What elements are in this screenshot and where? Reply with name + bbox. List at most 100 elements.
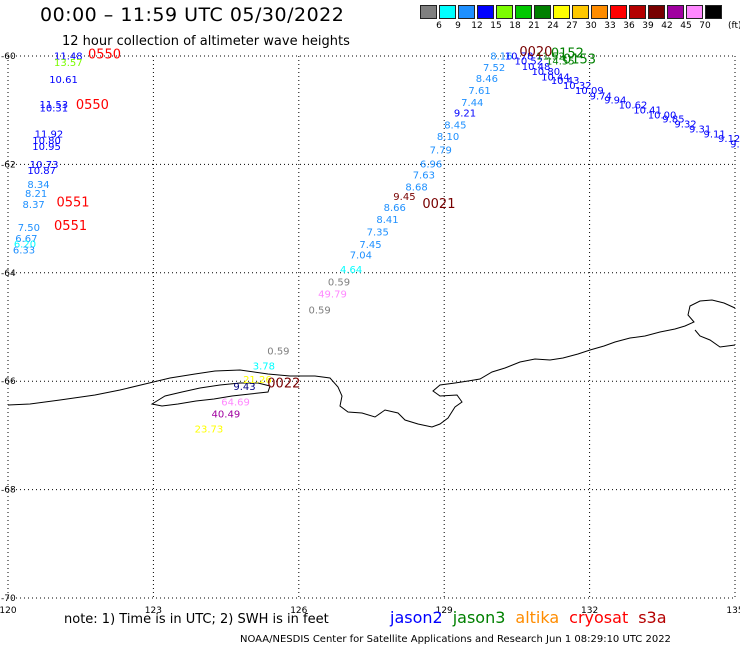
scale-swatch-24 [553, 5, 570, 19]
scale-swatch-36 [629, 5, 646, 19]
scale-swatch-70 [705, 5, 722, 19]
footnote: note: 1) Time is in UTC; 2) SWH is in fe… [64, 612, 329, 627]
wave-height-value: 7.63 [413, 170, 435, 181]
scale-swatch-39 [648, 5, 665, 19]
wave-height-value: 9.21 [454, 109, 476, 120]
scale-unit: (ft) [728, 21, 740, 31]
wave-height-value: 8.34 [27, 180, 49, 191]
wave-height-value: 10.43 [551, 76, 580, 87]
wave-height-value: 7.52 [483, 63, 505, 74]
scale-label: 21 [528, 21, 540, 31]
wave-height-value: 23.73 [195, 425, 224, 436]
wave-height-value: 10.80 [531, 67, 560, 78]
wave-height-value: 10.48 [522, 62, 551, 73]
scale-swatch-3 [420, 5, 437, 19]
wave-height-value: 9.31 [689, 124, 711, 135]
scale-label: 39 [642, 21, 654, 31]
wave-height-value: 8.41 [376, 215, 398, 226]
wave-height-value: 10.95 [32, 142, 61, 153]
pass-time-label: 0551 [56, 196, 89, 211]
pass-time-label: 0021 [422, 197, 455, 212]
scale-swatch-18 [515, 5, 532, 19]
wave-height-value: 10.78 [505, 51, 534, 62]
wave-height-value: 8.37 [23, 200, 45, 211]
wave-height-value: 0.59 [328, 277, 350, 288]
pass-time-label: 0550 [88, 48, 121, 63]
wave-height-value: 64.69 [221, 398, 250, 409]
wave-height-value: 9.45 [393, 192, 415, 203]
lat-tick-label: -70 [1, 594, 16, 604]
wave-height-value: 8.46 [476, 74, 498, 85]
wave-height-value: 11.48 [54, 51, 83, 62]
lon-tick-label: 120 [0, 606, 17, 616]
pass-time-label: 0551 [54, 219, 87, 234]
lon-tick-label: 126 [290, 606, 307, 616]
scale-swatch-33 [610, 5, 627, 19]
wave-height-value: 10.31 [40, 103, 69, 114]
scale-label: 42 [661, 21, 673, 31]
coastline-west [150, 382, 271, 407]
lat-tick-label: -66 [1, 377, 16, 387]
wave-height-value: 10.09 [575, 86, 604, 97]
scale-label: 24 [547, 21, 559, 31]
wave-height-value: 7.04 [350, 251, 372, 262]
wave-height-value: 40.49 [212, 410, 241, 421]
antarctic-coastline [7, 299, 736, 428]
wave-height-value: 8.66 [384, 203, 406, 214]
chart-title: 00:00 – 11:59 UTC 05/30/2022 [40, 4, 345, 26]
chart-subtitle: 12 hour collection of altimeter wave hei… [62, 34, 350, 49]
wave-height-value: 11.92 [35, 129, 64, 140]
scale-label: 12 [471, 21, 483, 31]
wave-height-value: 7.50 [18, 223, 40, 234]
lon-tick-label: 123 [145, 606, 162, 616]
wave-height-value: 8.68 [405, 182, 427, 193]
legend-item-jason2: jason2 [390, 608, 443, 627]
wave-height-value: 10.44 [541, 72, 570, 83]
lon-tick-label: 132 [581, 606, 598, 616]
pass-time-label: 0152 [551, 47, 584, 62]
lat-tick-label: -62 [1, 160, 16, 170]
wave-height-value: 10.80 [32, 136, 61, 147]
coastline-main [7, 299, 736, 428]
wave-height-value: 10.41 [633, 105, 662, 116]
wave-height-value: 9.74 [590, 91, 612, 102]
lon-tick-label: 135 [726, 606, 740, 616]
scale-label: 9 [455, 21, 461, 31]
lat-tick-label: -68 [1, 486, 16, 496]
scale-swatch-27 [572, 5, 589, 19]
lat-tick-label: -60 [1, 52, 16, 62]
wave-height-value: 6.96 [420, 160, 442, 171]
wave-height-value: 10.00 [648, 110, 677, 121]
wave-height-value: 49.79 [318, 290, 347, 301]
legend-item-s3a: s3a [638, 608, 667, 627]
wave-height-value: 8.21 [25, 189, 47, 200]
wave-height-value: 7.79 [430, 146, 452, 157]
scale-swatch-45 [686, 5, 703, 19]
scale-swatch-6 [439, 5, 456, 19]
credit-line: NOAA/NESDIS Center for Satellite Applica… [240, 634, 671, 645]
pass-time-label: 0550 [76, 98, 109, 113]
scale-swatch-9 [458, 5, 475, 19]
scale-swatch-42 [667, 5, 684, 19]
wave-height-value: 6.33 [13, 245, 35, 256]
wave-height-value: 6.20 [14, 239, 36, 250]
graticule: 120 123 126 129 132 135 -60 -62 -64 -66 -68 -70 [0, 52, 740, 616]
scale-swatch-15 [496, 5, 513, 19]
wave-height-value: 10.61 [49, 75, 78, 86]
wave-height-value: 10.73 [30, 160, 59, 171]
wave-height-value: 11.52 [536, 51, 565, 62]
scale-label: 30 [585, 21, 597, 31]
wave-height-value: 9.43 [233, 382, 255, 393]
pass-time-label: 0022 [267, 377, 300, 392]
legend-item-cryosat: cryosat [569, 608, 629, 627]
scale-label: 70 [699, 21, 711, 31]
wave-height-value: 9.32 [674, 120, 696, 131]
scale-label: 15 [490, 21, 502, 31]
scale-label: 6 [436, 21, 442, 31]
wave-height-value: 13.57 [54, 58, 83, 69]
wave-height-value: 10.87 [27, 166, 56, 177]
wave-height-value: 10.62 [619, 101, 648, 112]
wave-height-value: 8.16 [490, 51, 512, 62]
